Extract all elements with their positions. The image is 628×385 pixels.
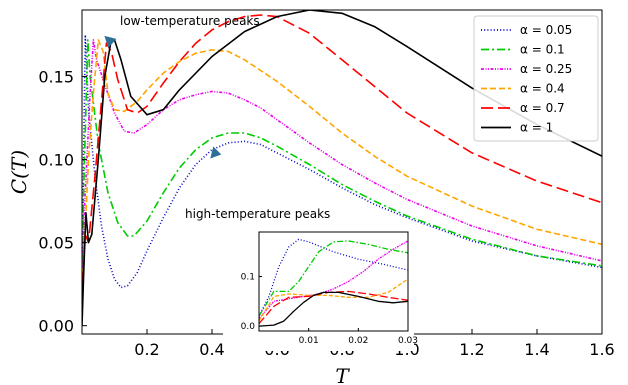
series-line-4: [82, 39, 602, 301]
series-line-5: [82, 14, 602, 301]
y-tick-label: 0.15: [38, 67, 74, 86]
x-tick-label: 0.2: [134, 340, 159, 359]
inset-plot-area: 0.01 0.02 0.03 0.0 0.1: [223, 228, 418, 351]
inset-series-line-1: [259, 238, 408, 317]
y-axis-label: C(T): [7, 150, 31, 194]
x-axis-label: T: [335, 364, 350, 385]
legend: α = 0.05 α = 0.1 α = 0.25 α = 0.4 α = 0.7 α =…: [473, 15, 599, 142]
legend-label: α = 0.25: [520, 62, 572, 76]
series-line-1: [82, 34, 602, 293]
series-group: [82, 10, 602, 326]
inset-x-tick-label: 0.02: [348, 336, 368, 346]
inset-series-line-4: [259, 278, 408, 322]
y-tick-label: 0.05: [38, 234, 74, 253]
inset-series-line-2: [259, 240, 408, 317]
legend-label: α = 0.7: [520, 101, 565, 115]
annotations: low-temperature peaks high-temperature p…: [104, 14, 330, 221]
legend-box: [473, 15, 599, 142]
y-tick-label: 0.00: [38, 317, 74, 336]
inset-series-group: [259, 238, 408, 327]
arrow-high-temperature-icon: [210, 146, 222, 159]
inset-y-tick-label: 0.1: [241, 273, 255, 283]
inset-series-line-3: [259, 240, 408, 320]
arrow-low-temperature-icon: [104, 35, 117, 48]
inset-frame: [258, 231, 409, 332]
x-tick-label: 1.6: [589, 340, 614, 359]
legend-label: α = 0.4: [520, 82, 565, 96]
annotation-high-temperature-peaks: high-temperature peaks: [185, 207, 330, 221]
annotation-low-temperature-peaks: low-temperature peaks: [120, 14, 260, 28]
legend-label: α = 0.05: [520, 23, 572, 37]
series-line-2: [82, 39, 602, 293]
inset-y-tick-label: 0.0: [241, 322, 256, 332]
inset-series-line-6: [259, 291, 408, 327]
inset-background: [223, 228, 414, 351]
series-line-6: [82, 10, 602, 326]
legend-label: α = 1: [520, 121, 553, 135]
x-tick-label: 1.4: [524, 340, 549, 359]
legend-label: α = 0.1: [520, 43, 565, 57]
series-line-3: [82, 39, 602, 301]
inset-x-tick-label: 0.01: [299, 336, 319, 346]
x-tick-label: 0.4: [199, 340, 224, 359]
x-tick-label: 1.2: [459, 340, 484, 359]
inset-x-tick-label: 0.03: [398, 336, 418, 346]
y-tick-label: 0.10: [38, 151, 74, 170]
